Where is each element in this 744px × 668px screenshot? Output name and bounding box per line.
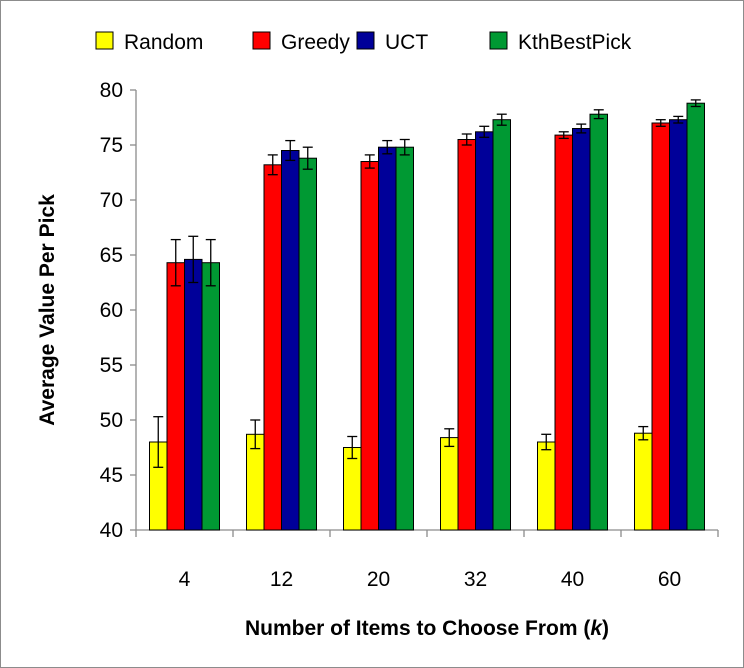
y-tick-label: 40: [100, 519, 123, 542]
legend-label-kthbestpick: KthBestPick: [518, 31, 632, 54]
x-axis-title-text: Number of Items to Choose From (: [245, 617, 590, 640]
bar-random-60: [634, 432, 653, 531]
bar-random-40: [537, 441, 556, 531]
legend: Random Greedy UCT KthBestPick: [95, 31, 632, 54]
bar-uct-32: [475, 131, 494, 531]
bar-greedy-60: [651, 122, 670, 531]
bar-greedy-4: [166, 262, 185, 531]
y-tick-label: 50: [100, 409, 123, 432]
y-ticks: 40 45 50 55 60 65 70 75 80: [100, 79, 136, 542]
bars: [149, 102, 705, 531]
bar-random-32: [440, 437, 459, 531]
y-tick-label: 65: [100, 244, 123, 267]
legend-swatch-uct: [356, 31, 375, 50]
legend-label-uct: UCT: [385, 31, 428, 54]
x-ticks: 4 12 20 32 40 60: [135, 530, 719, 591]
y-tick-label: 75: [100, 134, 123, 157]
y-tick-label: 55: [100, 354, 123, 377]
bar-kthbestpick-60: [686, 102, 705, 531]
x-axis-title: Number of Items to Choose From (k): [245, 617, 609, 640]
bar-uct-60: [669, 119, 688, 531]
y-tick-label: 70: [100, 189, 123, 212]
bar-greedy-40: [554, 134, 573, 531]
y-tick-label: 80: [100, 79, 123, 102]
bar-kthbestpick-20: [395, 146, 414, 531]
x-tick-label: 40: [561, 568, 584, 591]
y-axis-title: Average Value Per Pick: [36, 194, 59, 426]
legend-swatch-random: [95, 31, 114, 50]
bar-kthbestpick-32: [492, 119, 511, 531]
x-tick-label: 60: [658, 568, 681, 591]
bar-kthbestpick-40: [589, 113, 608, 531]
legend-swatch-kthbestpick: [489, 31, 508, 50]
bar-uct-4: [184, 258, 203, 531]
legend-label-greedy: Greedy: [281, 31, 350, 54]
bar-random-20: [343, 447, 362, 531]
x-tick-label: 32: [464, 568, 487, 591]
x-tick-label: 20: [367, 568, 390, 591]
bar-kthbestpick-4: [201, 262, 220, 531]
legend-swatch-greedy: [252, 31, 271, 50]
bar-uct-40: [572, 128, 591, 531]
bar-greedy-32: [457, 139, 476, 531]
x-tick-label: 4: [179, 568, 191, 591]
x-axis-title-variable: k: [590, 617, 603, 640]
bar-greedy-12: [263, 164, 282, 531]
bar-uct-12: [281, 150, 300, 531]
x-axis-title-suffix: ): [602, 617, 609, 640]
bar-greedy-20: [360, 161, 379, 531]
legend-label-random: Random: [124, 31, 203, 54]
error-bars: [153, 99, 701, 468]
y-tick-label: 60: [100, 299, 123, 322]
x-tick-label: 12: [270, 568, 293, 591]
axes: [135, 90, 718, 531]
bar-uct-20: [378, 146, 397, 531]
bar-kthbestpick-12: [298, 157, 317, 531]
y-tick-label: 45: [100, 464, 123, 487]
